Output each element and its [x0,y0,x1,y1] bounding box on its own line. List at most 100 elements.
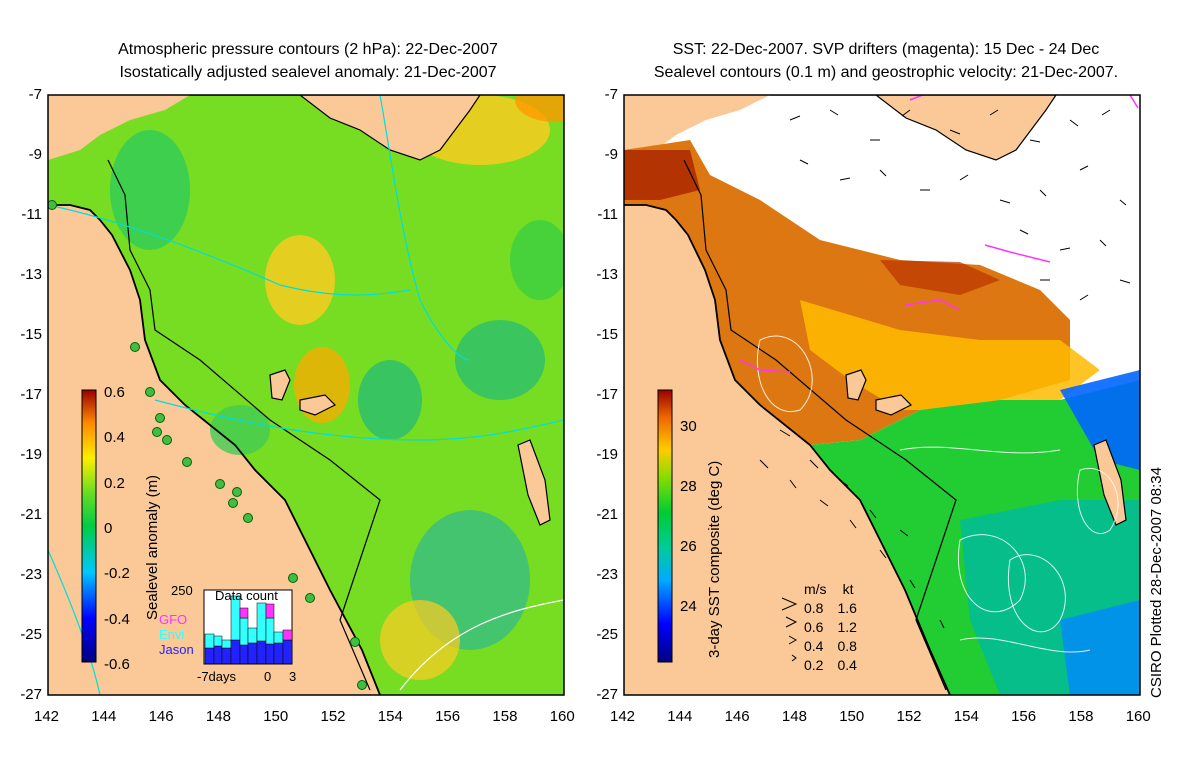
velocity-kt: 1.6 [837,600,857,616]
axis-tick-label: -11 [597,206,618,223]
left-shelf-edge [107,159,381,691]
pressure-contour [399,599,564,691]
inset-title: Data count [215,588,278,603]
data-count-inset: Data count 250 -7days 0 3 GFO Envi Jason [159,583,296,684]
axis-tick-label: -15 [596,326,618,343]
velocity-ms: 0.2 [804,657,824,673]
axis-tick-label: 160 [549,708,575,725]
velocity-kt: 0.8 [837,638,857,654]
sla-patch [510,220,564,300]
left-colorbar [81,389,97,663]
right-island [845,369,867,401]
inset-x-label-zero: 0 [264,669,271,684]
right-title-line2: Sealevel contours (0.1 m) and geostrophi… [653,64,1119,81]
right-australia-coast [624,204,951,695]
inset-bars [204,595,293,665]
axis-tick-label: 148 [781,708,807,725]
axis-tick-label: -25 [596,626,618,643]
axis-tick-label: 156 [1011,708,1037,725]
velocity-kt: 1.2 [837,619,857,635]
sst-yellow-band [800,300,1100,410]
svp-drifters [739,95,1139,373]
axis-tick-label: 28 [680,478,697,495]
axis-tick-label: 156 [435,708,461,725]
inset-x-label-start: -7days [197,669,237,684]
tide-gauges [48,200,367,690]
left-png-coast [190,95,481,161]
right-png-coast [770,95,1057,161]
axis-tick-label: 158 [492,708,518,725]
axis-tick-label: -11 [21,206,42,223]
axis-tick-label: 154 [953,708,979,725]
axis-tick-label: 150 [263,708,289,725]
right-colorbar-label: 3-day SST composite (deg C) [706,460,723,658]
inset-x-label-end: 3 [289,669,296,684]
sst-hot-region [624,150,700,200]
velocity-arrows [759,109,1131,629]
axis-tick-label: -15 [20,326,42,343]
velocity-header-ms: m/s [804,581,827,597]
sla-patch [380,600,460,680]
right-island [875,394,913,416]
axis-tick-label: -7 [28,86,42,103]
sla-patch [515,95,564,122]
axis-tick-label: -9 [28,146,42,163]
legend-gfo: GFO [159,612,187,627]
sla-patch [455,320,545,400]
velocity-kt: 0.4 [837,657,857,673]
right-title-line1: SST: 22-Dec-2007. SVP drifters (magenta)… [672,41,1100,58]
axis-tick-label: -13 [596,266,618,283]
sst-hot-region [880,260,1000,295]
axis-tick-label: 158 [1068,708,1094,725]
axis-tick-label: 142 [34,708,60,725]
axis-tick-label: 146 [724,708,750,725]
axis-tick-label: 26 [680,538,697,555]
pressure-contour [48,204,411,296]
axis-tick-label: 0.4 [104,429,125,447]
left-title-line1: Atmospheric pressure contours (2 hPa): 2… [118,41,498,58]
axis-tick-label: 0.2 [104,474,125,492]
velocity-ms: 0.4 [804,638,824,654]
axis-tick-label: -0.4 [104,610,130,628]
axis-tick-label: 146 [148,708,174,725]
axis-tick-label: 152 [320,708,346,725]
sealevel-contours [756,335,1119,653]
axis-tick-label: -23 [20,566,42,583]
velocity-legend: m/s kt 0.8 1.6 0.6 1.2 0.4 0.8 0.2 0.4 [804,580,857,675]
axis-tick-label: -0.2 [104,565,130,583]
left-island [517,439,551,526]
velocity-header-kt: kt [842,581,854,597]
axis-tick-label: 144 [667,708,693,725]
pressure-contour [154,399,564,441]
axis-tick-label: -7 [604,86,618,103]
velocity-ms: 0.6 [804,619,824,635]
axis-tick-label: 160 [1125,708,1151,725]
legend-jason: Jason [159,642,194,657]
axis-tick-label: 0 [104,519,113,537]
pressure-contour [379,95,471,361]
axis-tick-label: 142 [610,708,636,725]
axis-tick-label: -19 [596,446,618,463]
sst-blue-region [1060,370,1140,470]
credit-label: CSIRO Plotted 28-Dec-2007 08:34 [1148,467,1165,698]
axis-tick-label: -27 [596,686,618,703]
axis-tick-label: -27 [20,686,42,703]
axis-tick-label: -0.6 [104,655,130,673]
legend-envi: Envi [159,627,184,642]
axis-tick-label: -17 [20,386,42,403]
axis-tick-label: -21 [20,506,42,523]
velocity-legend-arrows [781,597,798,662]
axis-tick-label: 144 [91,708,117,725]
left-island [269,369,291,401]
axis-tick-label: -25 [20,626,42,643]
left-map [48,95,564,695]
sla-patch [265,235,335,325]
left-colorbar-label: Sealevel anomaly (m) [144,474,161,620]
pressure-contour [48,549,101,695]
axis-tick-label: -9 [604,146,618,163]
axis-tick-label: -13 [20,266,42,283]
axis-tick-label: 150 [839,708,865,725]
axis-tick-label: 30 [680,418,697,435]
axis-tick-label: 24 [680,598,697,615]
